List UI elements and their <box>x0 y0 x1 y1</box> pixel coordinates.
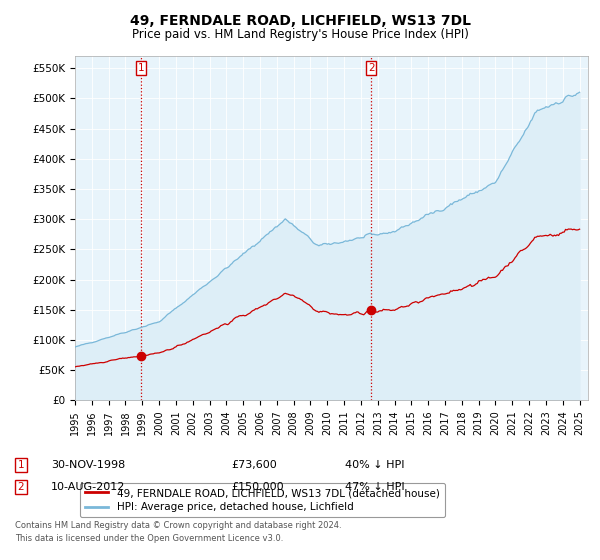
Text: Contains HM Land Registry data © Crown copyright and database right 2024.: Contains HM Land Registry data © Crown c… <box>15 521 341 530</box>
Text: £150,000: £150,000 <box>231 482 284 492</box>
Text: 49, FERNDALE ROAD, LICHFIELD, WS13 7DL: 49, FERNDALE ROAD, LICHFIELD, WS13 7DL <box>130 14 470 28</box>
Text: 1: 1 <box>17 460 25 470</box>
Text: 2: 2 <box>368 63 374 73</box>
Text: 10-AUG-2012: 10-AUG-2012 <box>51 482 125 492</box>
Text: 1: 1 <box>137 63 144 73</box>
Text: This data is licensed under the Open Government Licence v3.0.: This data is licensed under the Open Gov… <box>15 534 283 543</box>
Text: Price paid vs. HM Land Registry's House Price Index (HPI): Price paid vs. HM Land Registry's House … <box>131 28 469 41</box>
Text: £73,600: £73,600 <box>231 460 277 470</box>
Legend: 49, FERNDALE ROAD, LICHFIELD, WS13 7DL (detached house), HPI: Average price, det: 49, FERNDALE ROAD, LICHFIELD, WS13 7DL (… <box>80 483 445 517</box>
Text: 40% ↓ HPI: 40% ↓ HPI <box>345 460 404 470</box>
Text: 2: 2 <box>17 482 25 492</box>
Text: 47% ↓ HPI: 47% ↓ HPI <box>345 482 404 492</box>
Text: 30-NOV-1998: 30-NOV-1998 <box>51 460 125 470</box>
